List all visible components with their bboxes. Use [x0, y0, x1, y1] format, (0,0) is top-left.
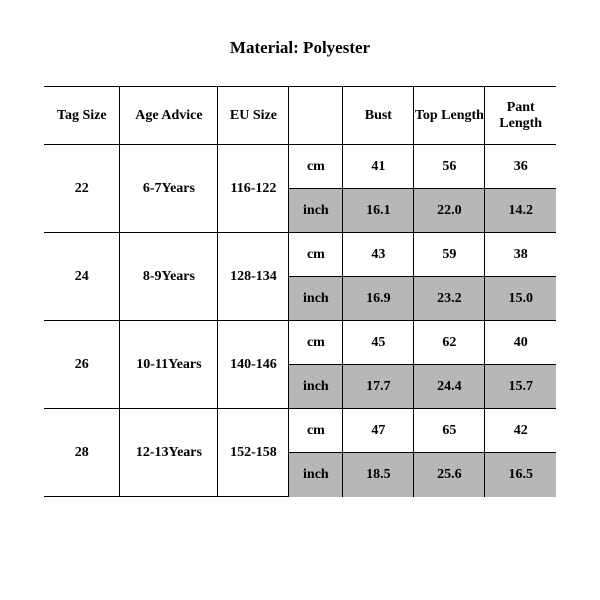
- cell-pant-cm: 42: [485, 409, 556, 453]
- cell-top-cm: 62: [414, 321, 485, 365]
- cell-bust-inch: 16.9: [343, 277, 414, 321]
- table-row: 24 8-9Years 128-134 cm 43 59 38: [44, 233, 556, 277]
- size-table: Tag Size Age Advice EU Size Bust Top Len…: [44, 86, 556, 497]
- cell-unit-inch: inch: [289, 365, 343, 409]
- cell-tag: 28: [44, 409, 120, 497]
- cell-eu: 140-146: [218, 321, 289, 409]
- cell-unit-cm: cm: [289, 321, 343, 365]
- cell-top-inch: 23.2: [414, 277, 485, 321]
- cell-unit-inch: inch: [289, 277, 343, 321]
- cell-bust-inch: 16.1: [343, 189, 414, 233]
- cell-tag: 26: [44, 321, 120, 409]
- cell-age: 10-11Years: [120, 321, 218, 409]
- cell-bust-cm: 47: [343, 409, 414, 453]
- cell-age: 8-9Years: [120, 233, 218, 321]
- table-row: 26 10-11Years 140-146 cm 45 62 40: [44, 321, 556, 365]
- cell-age: 12-13Years: [120, 409, 218, 497]
- cell-tag: 24: [44, 233, 120, 321]
- cell-eu: 128-134: [218, 233, 289, 321]
- cell-pant-inch: 14.2: [485, 189, 556, 233]
- cell-unit-cm: cm: [289, 145, 343, 189]
- col-top-length: Top Length: [414, 87, 485, 145]
- cell-unit-inch: inch: [289, 189, 343, 233]
- col-eu-size: EU Size: [218, 87, 289, 145]
- cell-top-cm: 65: [414, 409, 485, 453]
- cell-top-cm: 56: [414, 145, 485, 189]
- cell-bust-cm: 45: [343, 321, 414, 365]
- cell-pant-inch: 15.7: [485, 365, 556, 409]
- cell-top-inch: 24.4: [414, 365, 485, 409]
- cell-bust-cm: 41: [343, 145, 414, 189]
- cell-top-inch: 22.0: [414, 189, 485, 233]
- cell-pant-cm: 36: [485, 145, 556, 189]
- size-chart: Material: Polyester Tag Size Age Advice …: [0, 0, 600, 600]
- cell-age: 6-7Years: [120, 145, 218, 233]
- cell-bust-inch: 18.5: [343, 453, 414, 497]
- cell-pant-cm: 40: [485, 321, 556, 365]
- cell-top-inch: 25.6: [414, 453, 485, 497]
- cell-eu: 152-158: [218, 409, 289, 497]
- table-header-row: Tag Size Age Advice EU Size Bust Top Len…: [44, 87, 556, 145]
- table-row: 28 12-13Years 152-158 cm 47 65 42: [44, 409, 556, 453]
- col-pant-length: Pant Length: [485, 87, 556, 145]
- table-body: 22 6-7Years 116-122 cm 41 56 36 inch 16.…: [44, 145, 556, 497]
- col-age-advice: Age Advice: [120, 87, 218, 145]
- cell-top-cm: 59: [414, 233, 485, 277]
- cell-bust-cm: 43: [343, 233, 414, 277]
- cell-pant-inch: 15.0: [485, 277, 556, 321]
- col-bust: Bust: [343, 87, 414, 145]
- cell-unit-inch: inch: [289, 453, 343, 497]
- col-unit: [289, 87, 343, 145]
- cell-pant-inch: 16.5: [485, 453, 556, 497]
- cell-unit-cm: cm: [289, 233, 343, 277]
- cell-eu: 116-122: [218, 145, 289, 233]
- cell-pant-cm: 38: [485, 233, 556, 277]
- cell-tag: 22: [44, 145, 120, 233]
- col-tag-size: Tag Size: [44, 87, 120, 145]
- table-row: 22 6-7Years 116-122 cm 41 56 36: [44, 145, 556, 189]
- cell-unit-cm: cm: [289, 409, 343, 453]
- cell-bust-inch: 17.7: [343, 365, 414, 409]
- chart-title: Material: Polyester: [44, 38, 556, 58]
